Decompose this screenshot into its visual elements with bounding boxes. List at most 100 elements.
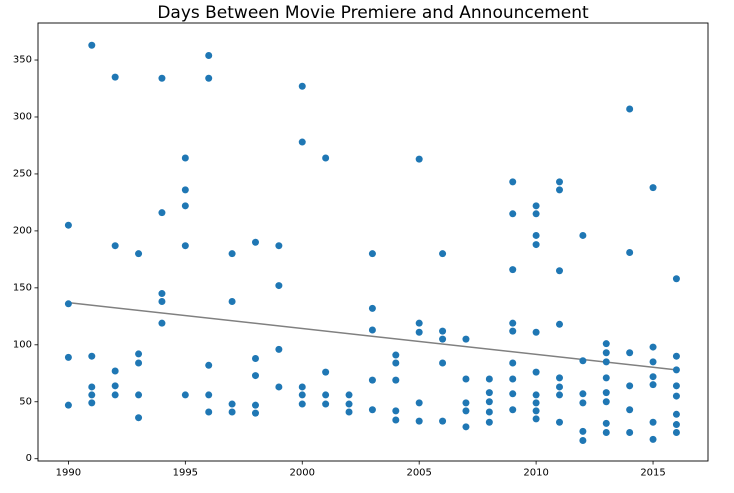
scatter-point — [556, 418, 564, 426]
scatter-point — [649, 373, 657, 381]
scatter-point — [626, 429, 634, 437]
scatter-point — [205, 391, 213, 399]
scatter-point — [251, 372, 259, 380]
scatter-point — [88, 383, 96, 391]
scatter-point — [485, 398, 493, 406]
scatter-point — [602, 389, 610, 397]
scatter-point — [462, 423, 470, 431]
scatter-point — [111, 367, 119, 375]
scatter-point — [509, 327, 517, 335]
scatter-point — [368, 250, 376, 258]
scatter-point — [509, 359, 517, 367]
scatter-point — [532, 407, 540, 415]
scatter-point — [532, 399, 540, 407]
scatter-point — [415, 328, 423, 336]
x-tick-label: 2005 — [406, 467, 431, 478]
scatter-point — [532, 328, 540, 336]
scatter-point — [322, 400, 330, 408]
scatter-point — [602, 374, 610, 382]
scatter-point — [298, 82, 306, 90]
scatter-point — [415, 417, 423, 425]
scatter-point — [602, 349, 610, 357]
scatter-point — [415, 155, 423, 163]
scatter-point — [205, 74, 213, 82]
scatter-point — [626, 406, 634, 414]
scatter-point — [602, 398, 610, 406]
scatter-point — [649, 184, 657, 192]
scatter-point — [532, 202, 540, 210]
scatter-point — [64, 401, 72, 409]
scatter-point — [439, 250, 447, 258]
scatter-point — [602, 419, 610, 427]
scatter-point — [228, 298, 236, 306]
scatter-point — [649, 358, 657, 366]
scatter-point — [672, 366, 680, 374]
scatter-point — [88, 391, 96, 399]
x-tick-label: 1995 — [173, 467, 198, 478]
scatter-point — [532, 210, 540, 218]
scatter-point — [649, 418, 657, 426]
scatter-point — [275, 242, 283, 250]
scatter-point — [579, 231, 587, 239]
scatter-point — [485, 408, 493, 416]
scatter-point — [111, 391, 119, 399]
scatter-point — [392, 416, 400, 424]
scatter-point — [556, 186, 564, 194]
scatter-point — [439, 417, 447, 425]
scatter-point — [532, 231, 540, 239]
scatter-point — [579, 390, 587, 398]
scatter-point — [626, 382, 634, 390]
scatter-point — [532, 391, 540, 399]
scatter-point — [392, 376, 400, 384]
chart-title: Days Between Movie Premiere and Announce… — [157, 3, 589, 23]
plot-spines — [37, 22, 709, 462]
scatter-point — [251, 409, 259, 417]
scatter-point — [509, 178, 517, 186]
scatter-point — [672, 410, 680, 418]
scatter-point — [322, 154, 330, 162]
trend-line — [68, 301, 677, 371]
scatter-point — [439, 359, 447, 367]
scatter-point — [158, 74, 166, 82]
scatter-point — [392, 359, 400, 367]
scatter-point — [626, 105, 634, 113]
scatter-point — [462, 407, 470, 415]
scatter-point — [509, 406, 517, 414]
x-tick-label: 1990 — [56, 467, 81, 478]
scatter-point — [158, 209, 166, 217]
scatter-point — [672, 429, 680, 437]
scatter-point — [579, 399, 587, 407]
scatter-point — [602, 340, 610, 348]
scatter-point — [251, 354, 259, 362]
scatter-point — [135, 350, 143, 358]
scatter-point — [392, 351, 400, 359]
y-tick-label: 100 — [13, 339, 32, 350]
scatter-point — [415, 399, 423, 407]
scatter-point — [556, 178, 564, 186]
scatter-point — [111, 242, 119, 250]
scatter-point — [298, 138, 306, 146]
scatter-point — [228, 408, 236, 416]
scatter-point — [509, 210, 517, 218]
scatter-point — [322, 368, 330, 376]
scatter-point — [672, 352, 680, 360]
scatter-point — [298, 400, 306, 408]
scatter-point — [205, 361, 213, 369]
y-tick-label: 0 — [26, 453, 32, 464]
x-tick-label: 2010 — [523, 467, 548, 478]
scatter-point — [251, 238, 259, 246]
scatter-point — [205, 51, 213, 59]
scatter-point — [181, 154, 189, 162]
y-tick-label: 250 — [13, 168, 32, 179]
scatter-point — [205, 408, 213, 416]
y-tick-label: 50 — [19, 396, 32, 407]
scatter-point — [298, 391, 306, 399]
scatter-point — [649, 343, 657, 351]
scatter-point — [251, 401, 259, 409]
y-tick-label: 300 — [13, 111, 32, 122]
scatter-point — [135, 359, 143, 367]
scatter-point — [462, 375, 470, 383]
scatter-point — [439, 327, 447, 335]
scatter-point — [181, 242, 189, 250]
